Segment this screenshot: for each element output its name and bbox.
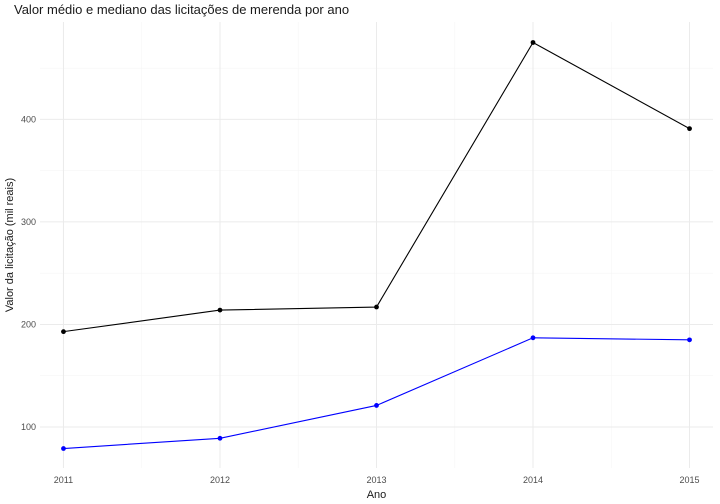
y-tick-label: 400: [21, 114, 36, 124]
y-axis-title: Valor da licitação (mil reais): [4, 178, 16, 312]
x-tick-label: 2015: [680, 475, 700, 485]
grid-major: [40, 22, 713, 468]
data-point-2-2015: [687, 337, 692, 343]
data-point-2-2014: [530, 335, 536, 341]
data-point-2-2013: [374, 403, 379, 408]
data-point-2-2012: [217, 435, 223, 441]
data-point-1-2013: [374, 304, 379, 310]
y-tick-label: 100: [21, 422, 36, 432]
x-tick-label: 2012: [210, 475, 230, 485]
series-layer: [61, 40, 692, 451]
x-tick-label: 2014: [523, 475, 543, 485]
data-point-1-2011: [61, 329, 66, 335]
x-tick-label: 2013: [366, 475, 386, 485]
chart-title: Valor médio e mediano das licitações de …: [14, 2, 350, 17]
data-point-2-2011: [61, 446, 66, 451]
y-tick-label: 200: [21, 319, 36, 329]
data-point-1-2012: [217, 307, 223, 313]
data-point-1-2014: [530, 40, 536, 45]
y-tick-label: 300: [21, 217, 36, 227]
y-tick-labels: 100 200 300 400: [21, 114, 36, 432]
x-tick-labels: 2011 2012 2013 2014 2015: [54, 475, 700, 485]
x-axis-title: Ano: [367, 489, 387, 501]
x-tick-label: 2011: [54, 475, 73, 485]
data-point-1-2015: [687, 126, 692, 132]
